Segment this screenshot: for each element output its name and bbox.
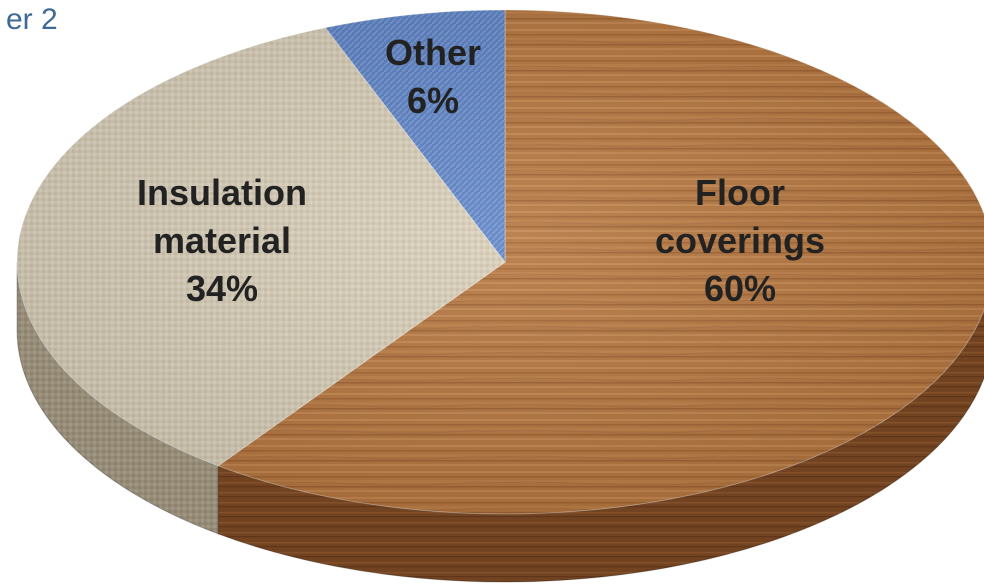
slice-name-label-0: Floor [695, 172, 785, 213]
pie-slice-labels: Floor coverings 60% Insulation material 34% Ot… [137, 32, 825, 309]
pie-side-shadow-0 [218, 310, 984, 582]
slice-name-label-1: Insulation [137, 172, 307, 213]
slice-name-label-2: Other [385, 32, 481, 73]
slice-percent-label-1: 34% [186, 268, 258, 309]
slice-name-label-1: material [153, 220, 291, 261]
slice-name-label-0: coverings [655, 220, 825, 261]
pie-top-faces [16, 9, 984, 515]
slice-percent-label-0: 60% [704, 268, 776, 309]
slice-percent-label-2: 6% [407, 80, 459, 121]
